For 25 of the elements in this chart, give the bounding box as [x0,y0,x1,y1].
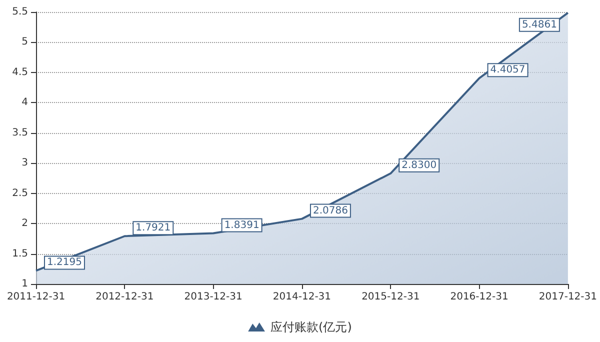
y-tick-label: 3 [22,158,28,169]
y-tick-label: 2.5 [12,188,28,199]
y-tick-label: 3.5 [12,127,28,138]
y-tick-label: 5 [22,36,28,48]
x-tick-label: 2017-12-31 [538,292,598,302]
y-tick-label: 4.5 [12,66,28,78]
text: 1.2195 [47,257,82,268]
x-tick-label: 2015-12-31 [362,292,420,302]
x-tick-label: 2011-12-31 [6,292,66,302]
text: 1.7921 [136,222,171,234]
y-tick-label: 4 [22,97,28,108]
y-tick-label: 5.5 [12,6,28,18]
y-tick-label: 1.5 [12,248,28,260]
x-tick-label: 2013-12-31 [184,292,242,302]
x-tick-label: 2016-12-31 [450,292,508,302]
x-tick-label: 2014-12-31 [272,292,332,302]
y-tick-label: 1 [22,278,28,290]
text: 5.4861 [522,19,557,30]
legend-label: 应付账款(亿元) [270,320,352,334]
text: 1.8391 [224,220,260,231]
x-tick-label: 2012-12-31 [96,292,154,302]
text: 2.8300 [402,160,437,171]
text: 4.4057 [490,64,526,76]
text: 2.0786 [312,205,348,216]
y-tick-label: 2 [22,218,28,230]
